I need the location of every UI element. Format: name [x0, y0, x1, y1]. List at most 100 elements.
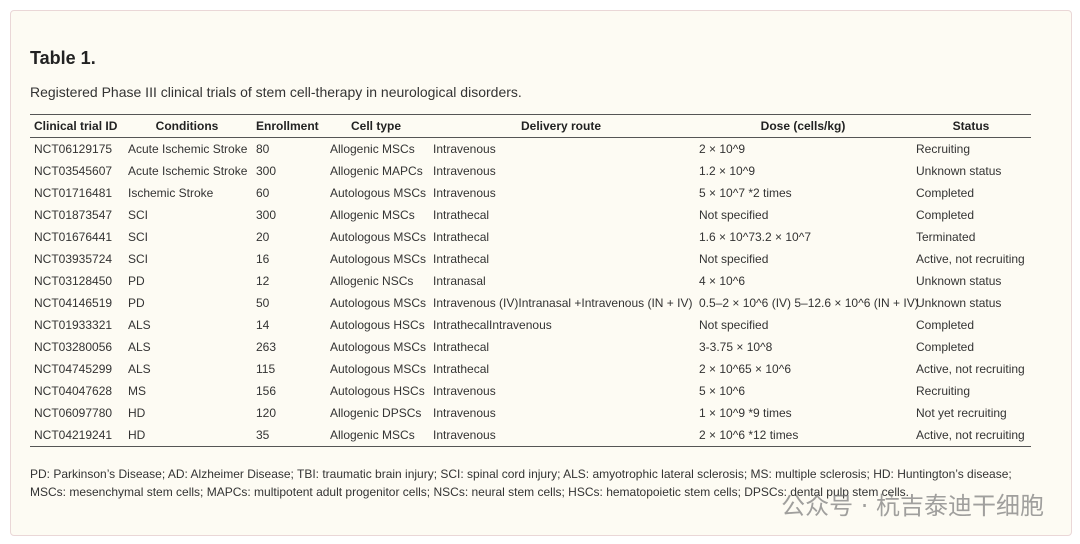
table-cell: NCT01933321 [34, 318, 113, 332]
table-cell: NCT04146519 [34, 296, 113, 310]
table-cell: Allogenic NSCs [330, 274, 414, 288]
table-cell: ALS [128, 318, 151, 332]
table-caption: Registered Phase III clinical trials of … [30, 84, 522, 100]
table-cell: Intrathecal [433, 340, 490, 354]
footnote: PD: Parkinson’s Disease; AD: Alzheimer D… [30, 467, 1012, 499]
table-cell: NCT04219241 [34, 428, 113, 442]
table-cell: 50 [256, 296, 270, 310]
table-cell: 16 [256, 252, 270, 266]
table-cell: Intravenous [433, 384, 496, 398]
table-cell: Completed [916, 186, 975, 200]
table-cell: Not specified [699, 208, 769, 222]
table-cell: Autologous MSCs [330, 186, 427, 200]
table-cell: Autologous HSCs [330, 318, 425, 332]
column-header: Delivery route [520, 119, 602, 133]
column-header: Clinical trial ID [34, 119, 118, 133]
table-cell: Autologous MSCs [330, 362, 427, 376]
table-cell: Allogenic MAPCs [330, 164, 423, 178]
table-cell: 1.2 × 10^9 [699, 164, 756, 178]
table-cell: Intravenous [433, 186, 496, 200]
table-cell: NCT03280056 [34, 340, 113, 354]
column-header: Cell type [350, 119, 402, 133]
table-cell: Active, not recruiting [916, 252, 1025, 266]
table-cell: NCT01873547 [34, 208, 113, 222]
table-cell: NCT03545607 [34, 164, 113, 178]
table-cell: Unknown status [916, 274, 1002, 288]
table-cell: HD [128, 428, 146, 442]
table-cell: Unknown status [916, 164, 1002, 178]
table-cell: NCT01676441 [34, 230, 113, 244]
table-cell: Not specified [699, 252, 769, 266]
watermark: 公众号 · 杭吉泰迪干细胞 [781, 492, 1044, 520]
table-cell: SCI [128, 230, 149, 244]
table-cell: Intrathecal [433, 230, 490, 244]
table-cell: Autologous MSCs [330, 340, 427, 354]
table-cell: 5 × 10^7 *2 times [699, 186, 792, 200]
table-cell: SCI [128, 208, 149, 222]
table-cell: Intravenous (IV)Intranasal +Intravenous … [433, 296, 693, 310]
table-cell: Autologous MSCs [330, 230, 427, 244]
table-cell: NCT04745299 [34, 362, 113, 376]
table-cell: Allogenic MSCs [330, 428, 415, 442]
column-header: Dose (cells/kg) [760, 119, 846, 133]
table-cell: 300 [256, 208, 277, 222]
table-cell: 156 [256, 384, 277, 398]
table-cell: 1 × 10^9 *9 times [699, 406, 792, 420]
table-cell: NCT04047628 [34, 384, 113, 398]
table-cell: Recruiting [916, 384, 971, 398]
table-cell: Autologous MSCs [330, 296, 427, 310]
table-cell: PD [128, 296, 145, 310]
table-panel [10, 10, 1072, 536]
table-cell: Autologous MSCs [330, 252, 427, 266]
table-cell: Intrathecal [433, 252, 490, 266]
table-cell: Completed [916, 208, 975, 222]
table-cell: Intrathecal [433, 362, 490, 376]
column-header: Status [952, 119, 990, 133]
table-cell: IntrathecalIntravenous [433, 318, 552, 332]
table-cell: NCT03128450 [34, 274, 113, 288]
table-cell: 2 × 10^6 *12 times [699, 428, 799, 442]
table-cell: NCT06097780 [34, 406, 113, 420]
table-cell: Intranasal [433, 274, 486, 288]
table-cell: Terminated [916, 230, 976, 244]
table-top-rule [30, 114, 1031, 115]
table-cell: 5 × 10^6 [699, 384, 746, 398]
table-cell: ALS [128, 340, 151, 354]
table-cell: Intrathecal [433, 208, 490, 222]
table-cell: 4 × 10^6 [699, 274, 746, 288]
table-cell: MS [128, 384, 146, 398]
table-cell: Unknown status [916, 296, 1002, 310]
table-cell: ALS [128, 362, 151, 376]
table-cell: Not yet recruiting [916, 406, 1007, 420]
table-cell: 300 [256, 164, 277, 178]
table-cell: Intravenous [433, 428, 496, 442]
table-cell: 60 [256, 186, 270, 200]
table-cell: Active, not recruiting [916, 428, 1025, 442]
table-cell: NCT06129175 [34, 142, 113, 156]
table-cell: SCI [128, 252, 149, 266]
table-cell: Acute Ischemic Stroke [128, 164, 248, 178]
table-cell: Intravenous [433, 142, 496, 156]
table-cell: PD [128, 274, 145, 288]
table-cell: 14 [256, 318, 270, 332]
table-cell: Allogenic DPSCs [330, 406, 422, 420]
table-cell: HD [128, 406, 146, 420]
table-cell: 3-3.75 × 10^8 [699, 340, 773, 354]
table-bottom-rule [30, 446, 1031, 447]
table-cell: Autologous HSCs [330, 384, 425, 398]
table-cell: Allogenic MSCs [330, 142, 415, 156]
table-cell: 80 [256, 142, 270, 156]
table-cell: Completed [916, 340, 975, 354]
table-cell: 120 [256, 406, 277, 420]
table-cell: Intravenous [433, 164, 496, 178]
column-header: Enrollment [256, 119, 319, 133]
table-cell: Intravenous [433, 406, 496, 420]
table-cell: Ischemic Stroke [128, 186, 214, 200]
table-cell: 1.6 × 10^73.2 × 10^7 [699, 230, 812, 244]
table-cell: Allogenic MSCs [330, 208, 415, 222]
table-cell: Active, not recruiting [916, 362, 1025, 376]
table-cell: 35 [256, 428, 270, 442]
table-cell: 2 × 10^9 [699, 142, 746, 156]
table-cell: NCT03935724 [34, 252, 113, 266]
